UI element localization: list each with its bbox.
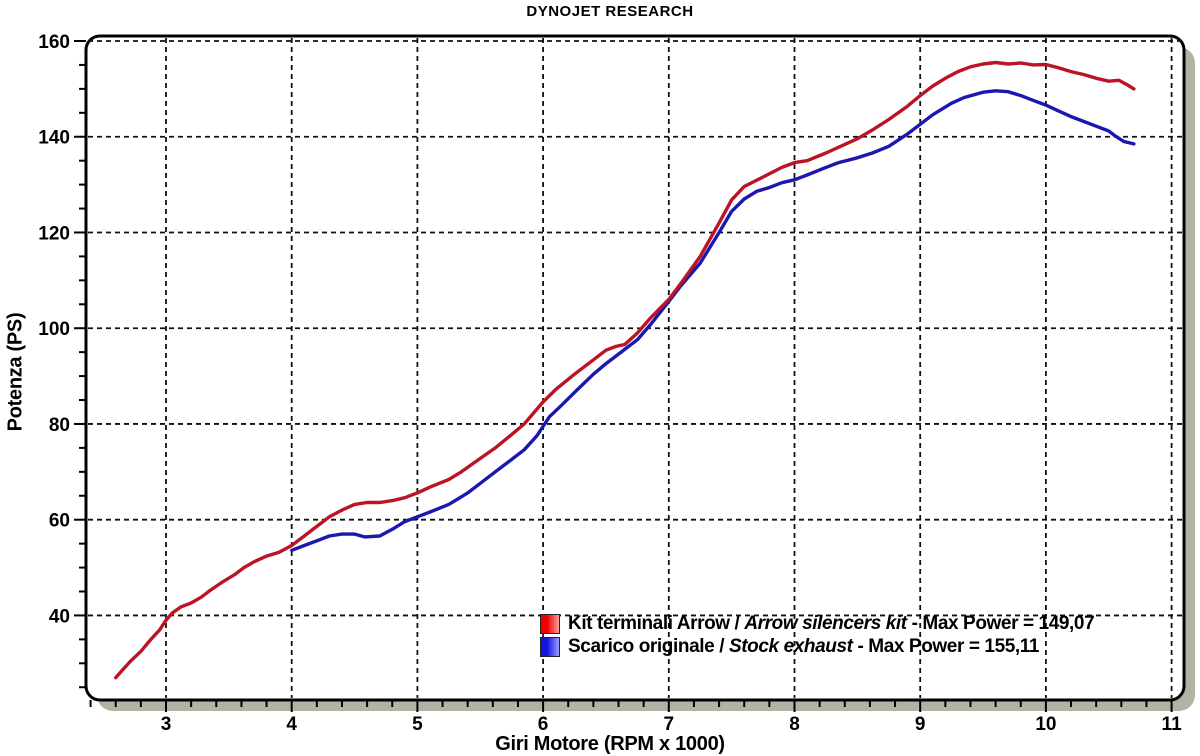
legend-arrow-sep: / xyxy=(729,612,745,634)
legend-arrow-italic: Arrow silencers kit xyxy=(744,612,907,634)
legend-stock-maxpower: - Max Power = 155,11 xyxy=(852,635,1040,657)
series-curve-stock xyxy=(290,89,1136,552)
x-tick-label: 10 xyxy=(1035,714,1056,735)
tick-labels: 3 4 5 6 7 8 9 10 11 40 60 80 100 120 140 160 xyxy=(38,32,1182,735)
x-axis-title: Giri Motore (RPM x 1000) xyxy=(495,733,725,755)
chart-legend: Kit terminali Arrow / Arrow silencers ki… xyxy=(540,612,1095,658)
arrow-series-swatch-icon xyxy=(540,613,560,634)
x-tick-label: 4 xyxy=(286,714,297,735)
legend-stock-main: Scarico originale xyxy=(568,635,715,657)
y-axis-title: Potenza (PS) xyxy=(4,312,27,432)
chart-title: DYNOJET RESEARCH xyxy=(526,3,694,20)
series-curve-arrow xyxy=(113,60,1136,680)
legend-stock-sep: / xyxy=(714,635,729,657)
x-tick-label: 8 xyxy=(789,714,800,735)
y-tick-label: 160 xyxy=(38,32,70,53)
legend-entry-arrow-label: Kit terminali Arrow / Arrow silencers ki… xyxy=(568,612,1095,635)
legend-stock-italic: Stock exhaust xyxy=(728,635,853,657)
legend-entry-stock-label: Scarico originale / Stock exhaust - Max … xyxy=(568,636,1039,658)
y-tick-label: 100 xyxy=(38,319,70,340)
y-tick-label: 140 xyxy=(38,128,70,149)
legend-arrow-main: Kit terminali Arrow xyxy=(568,612,730,634)
x-tick-label: 5 xyxy=(412,714,423,735)
grid-lines xyxy=(88,38,1182,698)
y-tick-label: 60 xyxy=(49,511,70,532)
axis-ticks xyxy=(74,40,1173,712)
stock-series-swatch-icon xyxy=(540,636,560,657)
y-tick-label: 80 xyxy=(49,415,70,436)
x-tick-label: 11 xyxy=(1162,714,1183,735)
legend-entry-stock: Scarico originale / Stock exhaust - Max … xyxy=(540,635,1094,658)
x-tick-label: 7 xyxy=(664,714,675,735)
y-tick-label: 40 xyxy=(49,606,70,627)
x-tick-label: 3 xyxy=(161,714,172,735)
x-tick-label: 9 xyxy=(915,714,926,735)
legend-arrow-maxpower: - Max Power = 149,07 xyxy=(906,612,1095,634)
legend-entry-arrow: Kit terminali Arrow / Arrow silencers ki… xyxy=(540,612,1095,635)
x-tick-label: 6 xyxy=(538,714,549,735)
y-tick-label: 120 xyxy=(38,223,70,244)
plot-frame xyxy=(84,34,1186,702)
